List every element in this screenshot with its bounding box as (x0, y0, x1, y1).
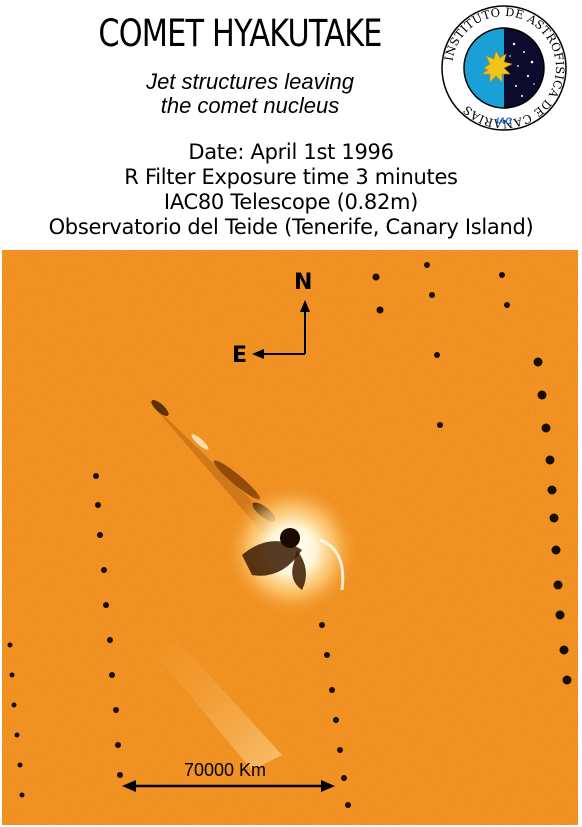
jet-streak (151, 400, 169, 416)
comet-image (2, 250, 578, 825)
east-label: E (232, 343, 248, 368)
iac-logo: INSTITUTO DE ASTROFISICA DE CANARIAS IAC (441, 5, 567, 131)
star-field-icon (509, 42, 535, 97)
observation-info: Date: April 1st 1996 R Filter Exposure t… (0, 140, 582, 240)
observatory-line: Observatorio del Teide (Tenerife, Canary… (48, 215, 534, 239)
logo-abbr: IAC (496, 116, 512, 126)
telescope-line: IAC80 Telescope (0.82m) (163, 190, 419, 214)
sun-icon (481, 50, 513, 83)
image-subtitle: Jet structures leaving the comet nucleus (60, 70, 440, 118)
filter-line: R Filter Exposure time 3 minutes (124, 165, 458, 189)
scale-label: 70000 Km (183, 760, 267, 780)
compass (252, 300, 310, 359)
comet-nucleus (280, 528, 300, 548)
subtitle-line-1: Jet structures leaving (146, 69, 354, 94)
scale-bar (122, 780, 335, 792)
subtitle-line-2: the comet nucleus (160, 93, 340, 118)
image-title: COMET HYAKUTAKE (98, 12, 382, 55)
star-trails (7, 262, 572, 808)
north-label: N (294, 270, 313, 295)
date-line: Date: April 1st 1996 (188, 140, 394, 164)
comet-tail (152, 640, 282, 770)
